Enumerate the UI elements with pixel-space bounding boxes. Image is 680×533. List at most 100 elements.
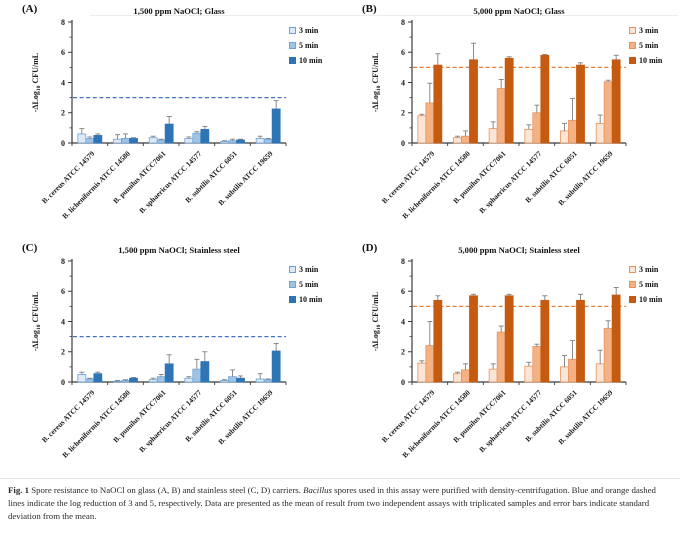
y-axis-label: -ΔLog10 CFU/mL <box>371 292 382 351</box>
bar <box>560 366 569 383</box>
chart-title-a: 1,500 ppm NaOCl; Glass <box>133 6 225 16</box>
legend-swatch <box>289 42 296 49</box>
bar <box>164 123 174 144</box>
error-bars <box>419 42 619 138</box>
category-label: B. licheniformis ATCC 14580 <box>400 388 472 460</box>
bar <box>595 122 605 144</box>
panel-label-b: (B) <box>362 3 377 15</box>
chart-title-c: 1,500 ppm NaOCl; Stainless steel <box>118 245 240 255</box>
page-rule <box>90 15 678 16</box>
x-axis <box>71 381 287 385</box>
bar <box>425 345 435 383</box>
bar <box>425 102 435 144</box>
bar <box>156 139 166 144</box>
legend-label: 5 min <box>299 41 319 50</box>
bar <box>496 331 506 383</box>
bar <box>263 379 273 383</box>
bar <box>524 128 534 144</box>
legend-item: 10 min <box>629 295 662 304</box>
legend-swatch <box>629 57 636 64</box>
bar <box>504 57 514 144</box>
legend-label: 5 min <box>639 280 659 289</box>
panel-label-d: (D) <box>362 242 378 254</box>
bar <box>576 299 585 383</box>
bars <box>77 350 281 383</box>
bar <box>532 112 542 144</box>
legend-item: 3 min <box>289 26 322 35</box>
panel-b: 0 2 4 6 8 -ΔLog10 CFU/mL B. cereus ATCC 14579 B… <box>340 0 680 239</box>
chart-legend-b: 3 min 5 min 10 min <box>629 26 662 65</box>
legend-swatch <box>289 57 296 64</box>
caption-text-1: Spore resistance to NaOCl on glass (A, B… <box>29 485 304 495</box>
bar <box>228 376 237 383</box>
y-tick-label: 2 <box>401 109 405 118</box>
bar <box>568 358 577 383</box>
legend-swatch <box>289 281 296 288</box>
y-tick-label: 0 <box>401 378 405 387</box>
bar-chart-b: 0 2 4 6 8 -ΔLog10 CFU/mL B. cereus ATCC 14579B… <box>371 18 627 221</box>
bar <box>113 380 122 383</box>
legend-item: 10 min <box>289 295 322 304</box>
bar <box>453 373 462 383</box>
bar <box>603 81 613 144</box>
bar <box>469 59 478 144</box>
bar <box>469 295 478 383</box>
legend-swatch <box>289 296 296 303</box>
y-tick-label: 0 <box>61 378 65 387</box>
caption-genus: Bacillus <box>303 485 332 495</box>
chart-legend-c: 3 min 5 min 10 min <box>289 265 322 304</box>
bar <box>236 377 245 383</box>
bar <box>611 294 621 383</box>
panel-label-c: (C) <box>22 242 38 254</box>
y-axis-label: -ΔLog10 CFU/mL <box>31 53 42 112</box>
legend-item: 3 min <box>289 265 322 274</box>
chart-title-b: 5,000 ppm NaOCl; Glass <box>473 6 565 16</box>
category-label: B. sphaericus ATCC 14577 <box>137 388 203 454</box>
bar <box>192 368 202 383</box>
x-axis <box>71 142 287 146</box>
bar <box>540 299 550 383</box>
figure-caption: Fig. 1 Spore resistance to NaOCl on glas… <box>0 478 680 522</box>
legend-swatch <box>629 27 636 34</box>
chart-legend-d: 3 min 5 min 10 min <box>629 265 662 304</box>
bar <box>560 130 569 144</box>
panel-c: 0 2 4 6 8 -ΔLog10 CFU/mL B. cereus ATCC 14579 B… <box>0 239 340 478</box>
chart-title-d: 5,000 ppm NaOCl; Stainless steel <box>458 245 580 255</box>
bar <box>524 365 534 383</box>
legend-label: 5 min <box>299 280 319 289</box>
legend-label: 3 min <box>299 265 319 274</box>
bar-chart-a: 0 2 4 6 8 -ΔLog10 CFU/mL B. cereus ATCC 14579B… <box>31 18 287 221</box>
y-axis: 0 2 4 6 8 <box>61 257 73 387</box>
legend-label: 3 min <box>639 265 659 274</box>
legend-item: 5 min <box>289 41 322 50</box>
bar <box>504 295 514 383</box>
legend-item: 10 min <box>289 56 322 65</box>
category-label: B. licheniformis ATCC 14580 <box>60 388 132 460</box>
bar <box>113 138 122 144</box>
legend-item: 5 min <box>629 280 662 289</box>
y-tick-label: 4 <box>401 317 405 326</box>
legend-label: 3 min <box>639 26 659 35</box>
y-tick-label: 6 <box>401 48 405 57</box>
panel-a: 0 2 4 6 8 -ΔLog10 CFU/mL B. cereus ATCC 14579 B… <box>0 0 340 239</box>
bar <box>532 346 542 383</box>
bar <box>121 380 130 383</box>
bar <box>236 139 245 144</box>
legend-label: 5 min <box>639 41 659 50</box>
y-tick-label: 8 <box>401 18 405 27</box>
y-axis-label: -ΔLog10 CFU/mL <box>371 53 382 112</box>
bar <box>220 380 229 383</box>
bar <box>148 137 158 144</box>
bar <box>93 135 103 144</box>
bar <box>164 363 174 383</box>
legend-item: 10 min <box>629 56 662 65</box>
bar <box>200 361 210 383</box>
bar <box>453 137 462 144</box>
category-label: B. sphaericus ATCC 14577 <box>477 388 543 454</box>
y-axis: 0 2 4 6 8 <box>61 18 73 148</box>
legend-item: 3 min <box>629 26 662 35</box>
bar <box>228 140 237 144</box>
bar <box>255 138 265 144</box>
